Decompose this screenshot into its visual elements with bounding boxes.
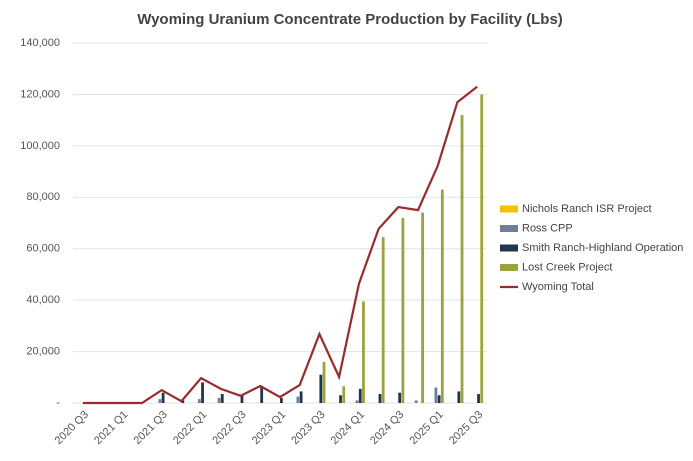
bar bbox=[358, 388, 362, 403]
bar bbox=[161, 392, 165, 403]
x-tick-label: 2023 Q3 bbox=[289, 409, 327, 447]
x-tick-label: 2025 Q1 bbox=[408, 409, 446, 447]
y-tick-label: - bbox=[56, 397, 60, 409]
x-tick-label: 2023 Q1 bbox=[250, 409, 288, 447]
chart-title: Wyoming Uranium Concentrate Production b… bbox=[137, 11, 563, 28]
x-tick-label: 2021 Q3 bbox=[132, 409, 170, 447]
bar bbox=[381, 237, 385, 403]
bar bbox=[158, 399, 162, 403]
legend-label: Lost Creek Project bbox=[522, 261, 612, 273]
legend-label: Wyoming Total bbox=[522, 281, 594, 293]
bar bbox=[434, 387, 438, 403]
legend-label: Smith Ranch-Highland Operation bbox=[522, 242, 683, 254]
y-tick-label: 20,000 bbox=[26, 345, 60, 357]
y-tick-label: 60,000 bbox=[26, 243, 60, 255]
legend-label: Nichols Ranch ISR Project bbox=[522, 203, 652, 215]
bar bbox=[437, 395, 441, 403]
bar bbox=[201, 382, 204, 403]
bar bbox=[280, 397, 283, 403]
bar bbox=[217, 397, 221, 403]
legend-label: Ross CPP bbox=[522, 222, 573, 234]
bar bbox=[440, 189, 444, 403]
bar bbox=[260, 386, 264, 403]
bar bbox=[319, 374, 323, 403]
x-tick-label: 2022 Q3 bbox=[210, 409, 248, 447]
y-tick-label: 100,000 bbox=[20, 140, 60, 152]
x-tick-label: 2022 Q1 bbox=[171, 409, 209, 447]
bar bbox=[414, 400, 418, 403]
legend-swatch bbox=[500, 264, 518, 271]
bar bbox=[220, 394, 224, 403]
bar bbox=[181, 400, 185, 403]
line bbox=[82, 85, 478, 405]
legend-swatch bbox=[500, 225, 518, 232]
bar bbox=[460, 115, 464, 403]
bar bbox=[296, 396, 300, 403]
x-tick-label: 2024 Q3 bbox=[368, 409, 406, 447]
legend-swatch bbox=[500, 244, 518, 252]
bar bbox=[477, 394, 480, 403]
bar bbox=[421, 212, 424, 403]
y-tick-label: 80,000 bbox=[26, 191, 60, 203]
x-tick-label: 2025 Q3 bbox=[447, 409, 485, 447]
bar bbox=[339, 395, 342, 403]
bar bbox=[299, 391, 303, 403]
bar bbox=[355, 400, 359, 403]
x-tick-label: 2021 Q1 bbox=[92, 409, 130, 447]
y-tick-label: 140,000 bbox=[20, 37, 60, 49]
bar bbox=[322, 361, 326, 403]
bar bbox=[398, 392, 402, 403]
bar bbox=[401, 217, 405, 403]
bar bbox=[378, 394, 382, 403]
bar bbox=[480, 94, 484, 403]
x-tick-label: 2024 Q1 bbox=[329, 409, 367, 447]
bar bbox=[457, 391, 461, 403]
legend-swatch bbox=[500, 205, 518, 213]
bar bbox=[240, 395, 244, 403]
y-tick-label: 40,000 bbox=[26, 294, 60, 306]
x-tick-label: 2020 Q3 bbox=[53, 409, 91, 447]
bar bbox=[197, 399, 201, 403]
y-tick-label: 120,000 bbox=[20, 88, 60, 100]
bar bbox=[362, 301, 365, 403]
bar bbox=[342, 386, 346, 403]
